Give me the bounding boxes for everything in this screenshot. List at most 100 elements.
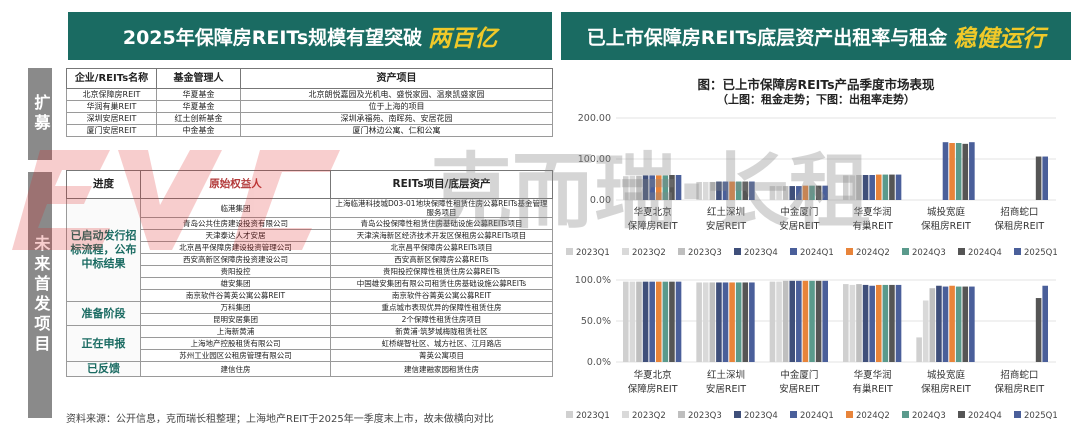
legend-label: 2024Q2 (856, 248, 890, 258)
bar (822, 185, 828, 200)
legend-swatch (790, 248, 797, 255)
bar (862, 284, 869, 362)
bar (875, 284, 882, 362)
t2-row: 准备阶段 万科集团 重点城市表现优异的保障性租赁住房 (66, 301, 553, 326)
bar (955, 286, 962, 362)
category-label: 有巢REIT (853, 220, 893, 232)
t2-row: 天津泰达人才安居 天津滨海新区经济技术开发区保租房公募REITs项目 (67, 229, 553, 242)
future-table: 进度 原始权益人 REITs项目/底层资产 已启动发行招标流程，公布中标结果 临港… (66, 170, 553, 377)
owner-cell: 青岛公共住房建设投资有限公司 (140, 217, 331, 230)
legend-swatch (622, 248, 629, 255)
t2-row: 西安高新区保障房投资建设公司 西安高新区保障房公募REITs (67, 253, 553, 266)
legend-swatch (622, 411, 629, 418)
legend-label: 2023Q4 (744, 411, 778, 421)
bar (675, 174, 682, 200)
legend-label: 2023Q1 (576, 411, 610, 421)
bar (849, 175, 856, 200)
stage-label: 已启动发行招标流程，公布中标结果 (66, 198, 141, 302)
left-banner-highlight: 两百亿 (428, 26, 498, 52)
bar (815, 280, 822, 362)
category-label: 中金厦门 (780, 369, 818, 381)
project-cell: 天津滨海新区经济技术开发区保租房公募REITs项目 (330, 229, 553, 242)
y-tick-label: 0.00 (590, 195, 611, 206)
bar (675, 281, 682, 362)
owner-cell: 天津泰达人才安居 (140, 229, 331, 242)
project-cell: 西安高新区保障房公募REITs (330, 253, 553, 266)
t1-body: 北京保障房REIT 华夏基金 北京朗悦嘉园及光机电、盛悦家园、温泉凯盛家园 华润有巢R… (66, 88, 553, 137)
t2-header-progress: 进度 (66, 170, 141, 199)
category-label: 保租房REIT (921, 220, 971, 232)
category-label: 华夏北京 (634, 206, 672, 218)
legend-label: 2025Q1 (1024, 411, 1058, 421)
bar (1042, 285, 1048, 362)
bar (962, 286, 969, 362)
category-label: 保租房REIT (921, 383, 971, 395)
bar (702, 181, 709, 200)
t2-header-project: REITs项目/底层资产 (330, 170, 553, 199)
bar (649, 281, 655, 362)
legend-label: 2024Q2 (856, 411, 890, 421)
bar (1042, 156, 1048, 200)
bar (735, 282, 742, 362)
legend-label: 2024Q3 (912, 248, 946, 258)
project-cell: 北京昌平保障房公募REITs项目 (330, 241, 553, 254)
bar (802, 185, 809, 200)
stage-label: 已反馈 (66, 361, 141, 377)
t1-row: 北京保障房REIT 华夏基金 北京朗悦嘉园及光机电、盛悦家园、温泉凯盛家园 (66, 88, 553, 101)
y-tick-label: 100.0% (575, 275, 611, 286)
t2-row: 已反馈 建信住房 建信建融家园租赁住房 (66, 361, 553, 377)
expansion-table: 企业/REITs名称 基金管理人 资产项目 北京保障房REIT 华夏基金 北京朗悦嘉… (66, 68, 553, 137)
legend-swatch (958, 411, 965, 418)
bar (822, 280, 828, 362)
bar (922, 300, 929, 362)
legend-swatch (566, 248, 573, 255)
bar (636, 175, 642, 200)
category-label: 华夏华润 (854, 206, 892, 218)
bar (802, 280, 809, 362)
bar (749, 181, 755, 200)
bar (669, 174, 675, 200)
owner-cell: 临港集团 (140, 198, 331, 218)
bar (709, 282, 716, 362)
legend-swatch (790, 411, 797, 418)
t1-cell: 北京朗悦嘉园及光机电、盛悦家园、温泉凯盛家园 (240, 88, 553, 101)
owner-cell: 万科集团 (140, 301, 331, 314)
project-cell: 青岛公投保障性租赁住房基础设施公募REITs项目 (330, 217, 553, 230)
legend-swatch (846, 411, 853, 418)
legend-swatch (1014, 411, 1021, 418)
t2-row: 正在申报 上海新黄浦 新黄浦·筑梦城梅陇租赁社区 (66, 325, 553, 362)
bar (669, 281, 675, 362)
bar (1035, 156, 1042, 200)
category-label: 安居REIT (779, 220, 819, 232)
bar (642, 175, 649, 200)
bar (955, 143, 962, 200)
bar (629, 281, 636, 362)
owner-cell: 西安高新区保障房投资建设公司 (140, 253, 331, 266)
stage-label: 正在申报 (66, 325, 141, 362)
legend-swatch (566, 411, 573, 418)
bar (629, 175, 636, 200)
rent-occupancy-charts: 0.00100.00200.00华夏北京保障房REIT红土深圳安居REIT中金厦… (566, 113, 1058, 421)
bar (882, 284, 889, 362)
legend-swatch (902, 248, 909, 255)
left-banner-text: 2025年保障房REITs规模有望突破 (122, 26, 423, 49)
t1-cell: 华润有巢REIT (66, 100, 157, 113)
y-tick-label: 0.0% (587, 357, 611, 368)
bar (722, 282, 729, 362)
t1-cell: 北京保障房REIT (66, 88, 157, 101)
category-label: 红土深圳 (707, 369, 745, 381)
bar (662, 281, 669, 362)
bar (869, 174, 875, 200)
bar (789, 280, 796, 362)
t1-cell: 厦门安居REIT (66, 124, 157, 137)
bar (729, 282, 735, 362)
y-tick-label: 50.0% (581, 316, 611, 327)
legend-label: 2023Q2 (632, 248, 666, 258)
source-note: 资料来源：公开信息，克而瑞长租整理；上海地产REIT于2025年一季度末上市，故… (66, 414, 494, 425)
t2-row: 雄安集团 中国雄安集团有限公司租赁住房基础设施公募REITs (67, 277, 553, 290)
bar (796, 186, 802, 200)
category-label: 安居REIT (779, 383, 819, 395)
project-cell: 新黄浦·筑梦城梅陇租赁社区 (330, 325, 553, 338)
bar (916, 337, 922, 362)
category-label: 保租房REIT (994, 220, 1044, 232)
